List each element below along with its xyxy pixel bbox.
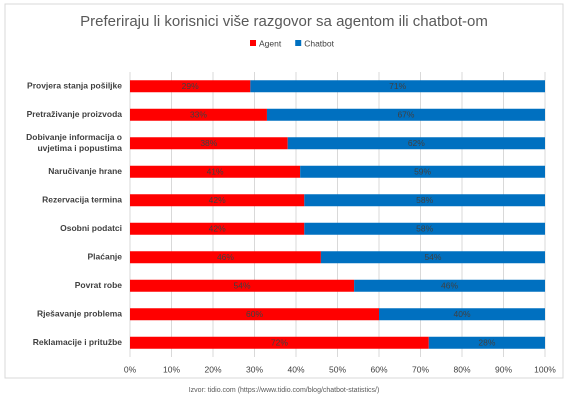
bar-segment xyxy=(130,336,429,349)
y-tick-label: Reklamacije i pritužbe xyxy=(33,337,123,347)
data-label: 42% xyxy=(209,224,226,234)
bar-segment xyxy=(250,80,545,93)
data-label: 54% xyxy=(234,281,251,291)
data-label: 29% xyxy=(182,81,199,91)
data-label: 46% xyxy=(441,281,458,291)
y-tick-label: Plaćanje xyxy=(88,252,123,262)
bar-segment xyxy=(130,165,301,178)
data-label: 41% xyxy=(207,167,224,177)
data-label: 71% xyxy=(389,81,406,91)
bar-segment xyxy=(300,165,545,178)
data-label: 62% xyxy=(408,138,425,148)
data-label: 59% xyxy=(414,167,431,177)
bar-segment xyxy=(130,137,288,150)
data-label: 54% xyxy=(424,252,441,262)
chart-frame xyxy=(4,3,564,379)
data-label: 58% xyxy=(416,224,433,234)
x-tick-label: 10% xyxy=(163,364,180,374)
x-tick-label: 40% xyxy=(287,364,304,374)
chart-title: Preferiraju li korisnici više razgovor s… xyxy=(80,13,488,30)
data-label: 40% xyxy=(453,309,470,319)
y-tick-label: Naručivanje hrane xyxy=(48,166,122,176)
y-tick-label: Pretraživanje proizvoda xyxy=(27,109,123,119)
legend-swatch xyxy=(295,40,302,46)
bar-segment xyxy=(130,194,305,207)
bar-segment xyxy=(130,80,251,93)
bar-segment xyxy=(130,308,379,321)
bar-segment xyxy=(130,108,267,121)
y-tick-label: Rezervacija termina xyxy=(42,195,122,205)
bar-segment xyxy=(130,251,321,264)
bar-segment xyxy=(304,194,545,207)
data-label: 60% xyxy=(246,309,263,319)
x-tick-label: 50% xyxy=(329,364,346,374)
bar-segment xyxy=(304,222,545,235)
legend-label: Agent xyxy=(259,38,282,48)
data-label: 38% xyxy=(200,138,217,148)
bar-segment xyxy=(130,279,355,292)
bar-segment xyxy=(379,308,545,321)
y-tick-label: Provjera stanja pošiljke xyxy=(27,81,122,91)
x-tick-label: 70% xyxy=(412,364,429,374)
data-label: 58% xyxy=(416,195,433,205)
y-tick-label: Rješavanje problema xyxy=(37,309,122,319)
data-label: 28% xyxy=(478,338,495,348)
x-tick-label: 90% xyxy=(495,364,512,374)
source-note: Izvor: tidio.com (https://www.tidio.com/… xyxy=(189,387,380,394)
bar-segment xyxy=(266,108,545,121)
x-tick-label: 80% xyxy=(453,364,470,374)
x-tick-label: 30% xyxy=(246,364,263,374)
bar-segment xyxy=(428,336,545,349)
legend-swatch xyxy=(250,40,256,46)
legend-label: Chatbot xyxy=(304,38,334,48)
y-tick-label: Osobni podatci xyxy=(60,223,122,233)
data-label: 46% xyxy=(217,252,234,262)
legend: Agent Chatbot xyxy=(250,38,335,48)
bar-segment xyxy=(354,279,545,292)
bar-segment xyxy=(130,222,305,235)
data-label: 67% xyxy=(397,110,414,120)
bar-segment xyxy=(320,251,545,264)
x-tick-label: 100% xyxy=(534,364,556,374)
data-label: 72% xyxy=(271,338,288,348)
x-tick-label: 0% xyxy=(124,364,137,374)
x-tick-label: 60% xyxy=(370,364,387,374)
data-label: 42% xyxy=(209,195,226,205)
data-label: 33% xyxy=(190,110,207,120)
y-tick-label: Dobivanje informacija o uvjetima i popust… xyxy=(26,132,122,153)
bar-segment xyxy=(287,137,545,150)
x-tick-label: 20% xyxy=(204,364,221,374)
y-tick-label: Povrat robe xyxy=(75,280,123,290)
